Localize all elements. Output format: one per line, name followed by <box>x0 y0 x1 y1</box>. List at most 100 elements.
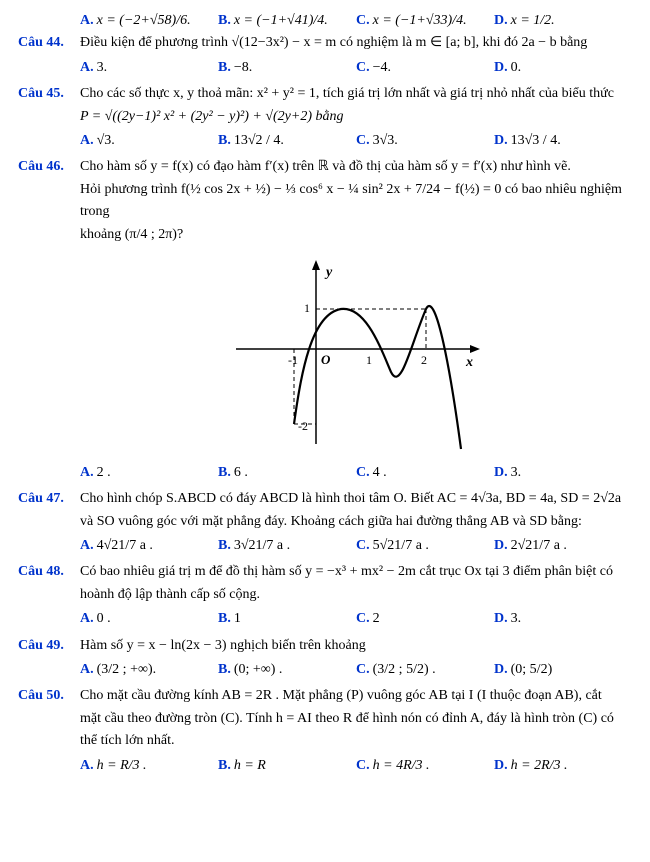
opt-label: A. <box>80 13 94 28</box>
opt-value: x = 1/2. <box>511 13 555 28</box>
tick-m1: -1 <box>288 353 298 367</box>
q44-body: Điều kiện để phương trình √(12−3x²) − x … <box>80 32 632 79</box>
q50-opt-a: A.h = R/3 . <box>80 755 218 777</box>
opt-label: C. <box>356 662 370 677</box>
q43-opt-c: C.x = (−1+√33)/4. <box>356 10 494 32</box>
opt-value: −8. <box>234 60 252 75</box>
q49-number: Câu 49. <box>18 635 80 657</box>
q47-number: Câu 47. <box>18 488 80 510</box>
q47-opt-d: D.2√21/7 a . <box>494 535 632 557</box>
q45-body: Cho các số thực x, y thoả mãn: x² + y² =… <box>80 83 632 152</box>
q46-opt-c: C.4 . <box>356 462 494 484</box>
q48-opt-d: D.3. <box>494 608 632 630</box>
q50-opt-c: C.h = 4R/3 . <box>356 755 494 777</box>
q45-opt-c: C.3√3. <box>356 130 494 152</box>
x-arrow-icon <box>470 345 480 353</box>
opt-value: 4√21/7 a . <box>97 538 153 553</box>
q47-opt-c: C.5√21/7 a . <box>356 535 494 557</box>
opt-value: −4. <box>373 60 391 75</box>
opt-value: 2 . <box>97 465 111 480</box>
q48-opt-b: B.1 <box>218 608 356 630</box>
opt-label: B. <box>218 758 231 773</box>
q50-text2: mặt cầu theo đường tròn (C). Tính h = AI… <box>80 708 632 730</box>
q48-text1: Có bao nhiêu giá trị m để đồ thị hàm số … <box>80 561 632 583</box>
q44-text: Điều kiện để phương trình √(12−3x²) − x … <box>80 32 632 54</box>
y-arrow-icon <box>312 260 320 270</box>
q49: Câu 49. Hàm số y = x − ln(2x − 3) nghịch… <box>18 635 632 682</box>
q46-opt-d: D.3. <box>494 462 632 484</box>
opt-label: D. <box>494 662 508 677</box>
opt-label: A. <box>80 662 94 677</box>
q46: Câu 46. Cho hàm số y = f(x) có đạo hàm f… <box>18 156 632 484</box>
q45-opt-b: B.13√2 / 4. <box>218 130 356 152</box>
opt-label: B. <box>218 538 231 553</box>
q46-text1: Cho hàm số y = f(x) có đạo hàm f′(x) trê… <box>80 156 632 178</box>
q47: Câu 47. Cho hình chóp S.ABCD có đáy ABCD… <box>18 488 632 557</box>
q47-opt-b: B.3√21/7 a . <box>218 535 356 557</box>
tick-1y: 1 <box>304 301 310 315</box>
q43-opt-b: B.x = (−1+√41)/4. <box>218 10 356 32</box>
opt-label: D. <box>494 133 508 148</box>
q50-body: Cho mặt cầu đường kính AB = 2R . Mặt phẳ… <box>80 685 632 777</box>
opt-label: D. <box>494 611 508 626</box>
opt-label: B. <box>218 465 231 480</box>
opt-label: D. <box>494 13 508 28</box>
curve <box>294 306 461 449</box>
q44-opt-a: A.3. <box>80 57 218 79</box>
q44-options: A.3. B.−8. C.−4. D.0. <box>80 57 632 79</box>
q48-options: A.0 . B.1 C.2 D.3. <box>80 608 632 630</box>
q43-opt-a: A.x = (−2+√58)/6. <box>80 10 218 32</box>
opt-label: B. <box>218 133 231 148</box>
q49-opt-b: B.(0; +∞) . <box>218 659 356 681</box>
opt-value: x = (−1+√41)/4. <box>234 13 328 28</box>
opt-value: 0. <box>511 60 522 75</box>
opt-value: 5√21/7 a . <box>373 538 429 553</box>
opt-label: A. <box>80 465 94 480</box>
q50: Câu 50. Cho mặt cầu đường kính AB = 2R .… <box>18 685 632 777</box>
q47-text1: Cho hình chóp S.ABCD có đáy ABCD là hình… <box>80 488 632 510</box>
q49-options: A.(3/2 ; +∞). B.(0; +∞) . C.(3/2 ; 5/2) … <box>80 659 632 681</box>
q48-body: Có bao nhiêu giá trị m để đồ thị hàm số … <box>80 561 632 630</box>
opt-value: 3. <box>511 465 522 480</box>
opt-value: 4 . <box>373 465 387 480</box>
q44: Câu 44. Điều kiện để phương trình √(12−3… <box>18 32 632 79</box>
opt-value: 13√3 / 4. <box>511 133 561 148</box>
opt-label: D. <box>494 758 508 773</box>
q48-number: Câu 48. <box>18 561 80 583</box>
opt-label: A. <box>80 538 94 553</box>
opt-value: 1 <box>234 611 241 626</box>
opt-label: C. <box>356 60 370 75</box>
q45-number: Câu 45. <box>18 83 80 105</box>
x-label: x <box>465 355 473 370</box>
opt-label: B. <box>218 662 231 677</box>
q43-options: A.x = (−2+√58)/6. B.x = (−1+√41)/4. C.x … <box>80 10 632 32</box>
q49-opt-c: C.(3/2 ; 5/2) . <box>356 659 494 681</box>
tick-m2y: -2 <box>298 419 308 433</box>
q45-options: A.√3. B.13√2 / 4. C.3√3. D.13√3 / 4. <box>80 130 632 152</box>
q47-opt-a: A.4√21/7 a . <box>80 535 218 557</box>
opt-value: (0; 5/2) <box>511 662 553 677</box>
opt-value: 2√21/7 a . <box>511 538 567 553</box>
q44-opt-b: B.−8. <box>218 57 356 79</box>
q46-number: Câu 46. <box>18 156 80 178</box>
q47-options: A.4√21/7 a . B.3√21/7 a . C.5√21/7 a . D… <box>80 535 632 557</box>
opt-label: C. <box>356 611 370 626</box>
opt-value: h = R/3 . <box>97 758 147 773</box>
opt-label: C. <box>356 758 370 773</box>
q49-opt-d: D.(0; 5/2) <box>494 659 632 681</box>
tick-1x: 1 <box>366 353 372 367</box>
opt-value: 3√3. <box>373 133 398 148</box>
y-label: y <box>324 265 333 280</box>
q44-opt-d: D.0. <box>494 57 632 79</box>
q46-body: Cho hàm số y = f(x) có đạo hàm f′(x) trê… <box>80 156 632 484</box>
opt-label: D. <box>494 60 508 75</box>
q47-body: Cho hình chóp S.ABCD có đáy ABCD là hình… <box>80 488 632 557</box>
opt-value: 0 . <box>97 611 111 626</box>
q43-opt-d: D.x = 1/2. <box>494 10 632 32</box>
opt-label: D. <box>494 538 508 553</box>
opt-value: 6 . <box>234 465 248 480</box>
q46-text3: khoảng (π/4 ; 2π)? <box>80 224 632 246</box>
opt-label: A. <box>80 611 94 626</box>
q50-number: Câu 50. <box>18 685 80 707</box>
opt-value: (3/2 ; +∞). <box>97 662 156 677</box>
